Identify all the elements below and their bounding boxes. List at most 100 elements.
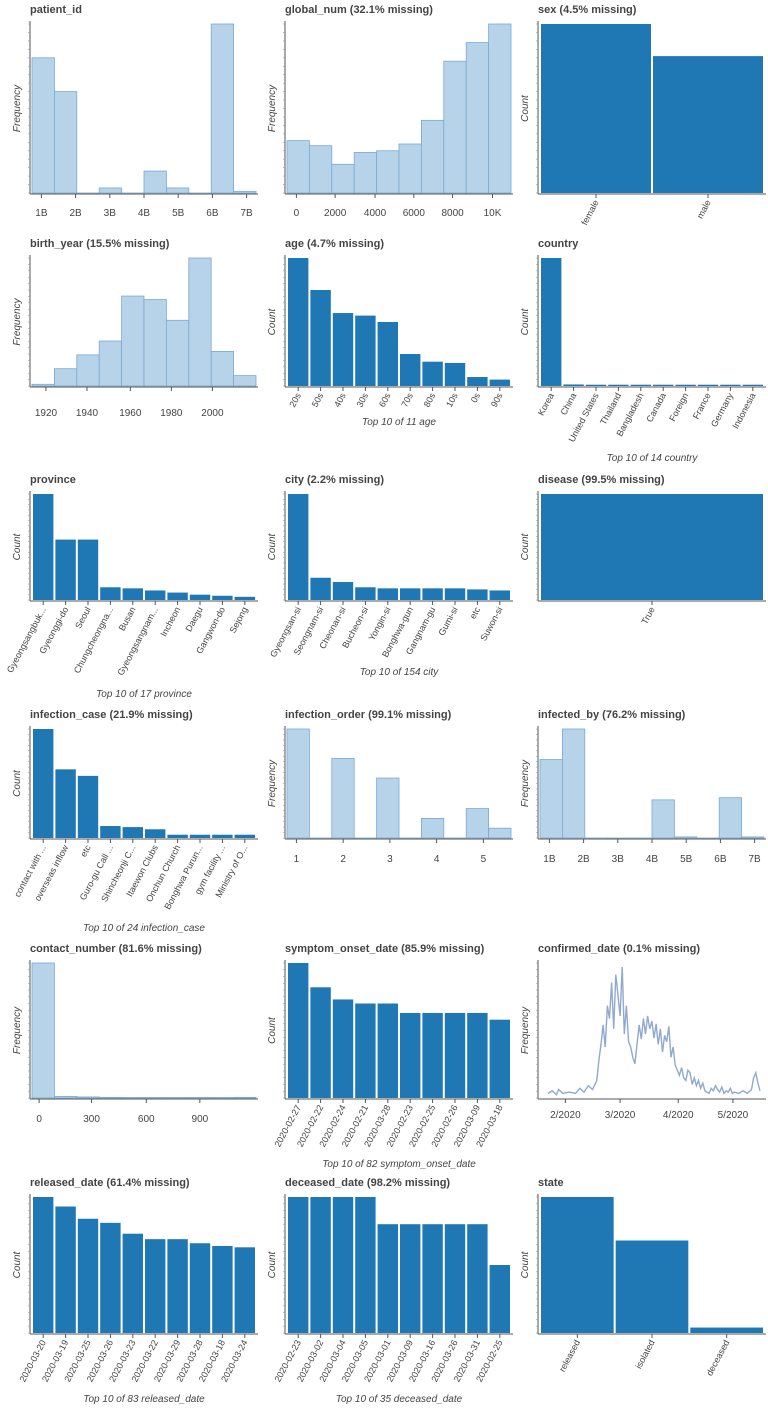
province-bar [234,596,255,600]
contact_number-bin [165,1097,190,1099]
infection_case-bar [33,729,54,838]
global_num-x-tick-label: 10K [484,208,502,219]
global_num-ylabel: Frequency [267,84,278,132]
age-footer: Top 10 of 11 age [362,417,436,428]
contact_number-x-tick-label: 600 [138,1114,155,1125]
birth_year-bin [143,299,167,387]
infected_by-bin [674,836,698,839]
province-bar [100,587,121,600]
symptom_onset_date-bar [400,1012,421,1098]
city-bar [489,590,510,600]
province-title: province [30,474,76,486]
birth_year-ylabel: Frequency [12,297,23,345]
deceased_date-title: deceased_date (98.2% missing) [285,1177,450,1189]
birth_year-bin [233,375,257,387]
contact_number-bin [121,1097,145,1099]
province-bar [189,594,211,600]
infection_order-bin [420,817,445,839]
infected_by-ylabel: Frequency [520,759,531,807]
infection_order-bin [465,808,490,839]
released_date-chart: released_date (61.4% missing)Count2020-0… [12,1177,258,1405]
country-bar [541,258,562,386]
infected_by-chart: infected_by (76.2% missing) Frequency 1B 2B… [520,709,766,865]
patient_id-x-tick-label: 3B [104,208,117,219]
global_num-bin [398,143,422,194]
released_date-ylabel: Count [12,1250,23,1278]
deceased_date-ylabel: Count [267,1250,278,1278]
infection_order-bin [488,827,512,839]
global_num-x-tick-label: 4000 [364,208,387,219]
sex-chart: sex (4.5% missing) Count female male [520,4,766,227]
symptom_onset_date-chart: symptom_onset_date (85.9% missing)Count2… [267,943,513,1170]
contact_number-bin [54,1095,78,1099]
country-ylabel: Count [520,307,531,335]
released_date-bar [145,1239,166,1333]
age-bar [489,379,510,386]
infection_case-category-label: etc [78,843,93,859]
patient_id-x-tick-label: 5B [172,208,185,219]
age-category-label: 50s [310,391,326,409]
released_date-footer: Top 10 of 83 released_date [83,1394,205,1405]
infection_case-bar [100,826,121,838]
symptom_onset_date-bar [489,1019,510,1098]
age-category-label: 0s [469,391,483,405]
country-bar [697,384,719,386]
contact_number-bin [76,1096,100,1099]
released_date-bar [189,1243,211,1333]
patient_id-bin [165,187,190,194]
disease-title: disease (99.5% missing) [538,474,665,486]
released_date-bar [122,1233,143,1333]
city-category-label: Suwon-si [478,605,504,642]
city-bar [467,589,488,600]
deceased_date-bar [400,1224,421,1333]
deceased_date-bar [377,1224,398,1333]
infection_case-bar [122,827,143,838]
symptom_onset_date-bar [444,1012,466,1098]
disease-bar [541,494,763,600]
infection_order-x-tick-label: 3 [387,854,393,865]
state-category-label: released [557,1338,582,1373]
infection_order-x-tick-label: 4 [434,854,440,865]
patient_id-title: patient_id [30,4,82,16]
age-bar [422,361,443,386]
age-category-label: 80s [422,391,438,409]
contact_number-bin [233,1096,257,1099]
birth_year-chart: birth_year (15.5% missing) Frequency 1920 1… [12,238,258,419]
infection_order-x-tick-label: 1 [294,854,300,865]
age-bar [467,377,488,386]
state-ylabel: Count [520,1250,531,1278]
sex-ylabel: Count [520,94,531,122]
sex-bar [653,56,763,193]
infection_case-chart: infection_case (21.9% missing)Countconta… [12,709,258,934]
birth_year-title: birth_year (15.5% missing) [30,238,170,250]
global_num-bin [353,152,378,194]
city-bar [355,587,376,600]
infected_by-x-tick-label: 5B [680,854,693,865]
country-bar [742,384,763,386]
age-bar [400,354,421,386]
confirmed_date-series-line [547,966,761,1096]
patient_id-ylabel: Frequency [12,84,23,132]
contact_number-chart: contact_number (81.6% missing) Frequency 0… [12,943,258,1125]
confirmed_date-ylabel: Frequency [520,1006,531,1054]
global_num-bin [488,23,512,194]
age-category-label: 20s [287,391,303,409]
birth_year-x-tick-label: 1980 [160,408,183,419]
infection_case-bar [234,834,255,838]
patient_id-bin [233,190,257,194]
sex-bar [541,24,651,193]
country-category-label: Korea [536,391,556,417]
patient_id-bin [54,91,78,194]
contact_number-bin [210,1097,234,1099]
released_date-bar [212,1245,233,1333]
province-bar [167,592,188,600]
global_num-bin [331,163,355,194]
country-bar [608,384,629,386]
global_num-x-tick-label: 0 [294,208,300,219]
infection_order-title: infection_order (99.1% missing) [285,709,452,721]
city-bar [422,588,443,600]
age-bar [332,313,354,386]
country-category-label: Thailand [598,391,623,426]
contact_number-ylabel: Frequency [12,1006,23,1054]
